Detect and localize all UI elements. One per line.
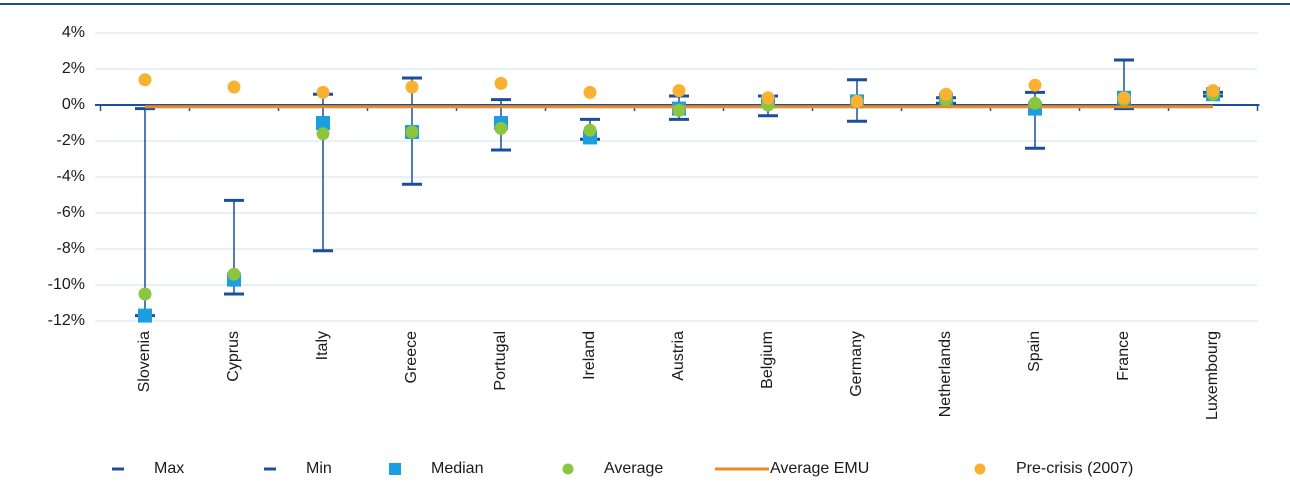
y-tick-label: -8%	[57, 240, 85, 257]
x-tick-label: France	[1115, 331, 1132, 381]
dot-marker	[1117, 91, 1131, 105]
legend-swatch	[389, 463, 401, 475]
y-tick-label: 4%	[62, 24, 85, 41]
dot-marker	[583, 85, 597, 99]
legend-label: Pre-crisis (2007)	[1016, 460, 1133, 477]
x-tick-label: Austria	[670, 331, 687, 381]
dot-marker	[1028, 78, 1042, 92]
dot-marker	[227, 267, 241, 281]
x-tick-label: Portugal	[492, 331, 509, 391]
x-tick-label: Italy	[314, 331, 331, 360]
y-tick-label: 0%	[62, 96, 85, 113]
dot-marker	[761, 91, 775, 105]
x-tick-label: Slovenia	[136, 331, 153, 392]
y-tick-label: -6%	[57, 204, 85, 221]
y-tick-label: -4%	[57, 168, 85, 185]
dot-marker	[405, 80, 419, 94]
x-tick-label: Greece	[403, 331, 420, 384]
legend-swatch	[562, 463, 574, 475]
legend-label: Average	[604, 460, 663, 477]
dot-marker	[138, 287, 152, 301]
dot-marker	[227, 80, 241, 94]
dot-marker	[316, 127, 330, 141]
legend-label: Average EMU	[770, 460, 869, 477]
y-tick-label: 2%	[62, 60, 85, 77]
x-tick-label: Netherlands	[937, 331, 954, 417]
dot-marker	[672, 84, 686, 98]
dot-marker	[1206, 84, 1220, 98]
y-tick-label: -10%	[48, 276, 85, 293]
x-tick-label: Ireland	[581, 331, 598, 380]
legend-label: Median	[431, 460, 483, 477]
dot-marker	[939, 87, 953, 101]
dot-marker	[850, 94, 864, 108]
legend-label: Min	[306, 460, 332, 477]
dot-marker	[672, 103, 686, 117]
dot-marker	[138, 73, 152, 87]
dot-marker	[1028, 96, 1042, 110]
dot-marker	[316, 85, 330, 99]
x-tick-label: Belgium	[759, 331, 776, 389]
dot-marker	[405, 125, 419, 139]
dot-marker	[494, 76, 508, 90]
x-tick-label: Luxembourg	[1204, 331, 1221, 420]
legend-label: Max	[154, 460, 184, 477]
dot-marker	[583, 123, 597, 137]
x-tick-label: Cyprus	[225, 331, 242, 382]
dot-marker	[494, 121, 508, 135]
x-tick-label: Germany	[848, 331, 865, 397]
median-marker	[138, 308, 152, 323]
x-tick-label: Spain	[1026, 331, 1043, 372]
median-marker	[316, 116, 330, 130]
legend-swatch	[974, 463, 986, 475]
y-tick-label: -12%	[48, 312, 85, 329]
y-tick-label: -2%	[57, 132, 85, 149]
